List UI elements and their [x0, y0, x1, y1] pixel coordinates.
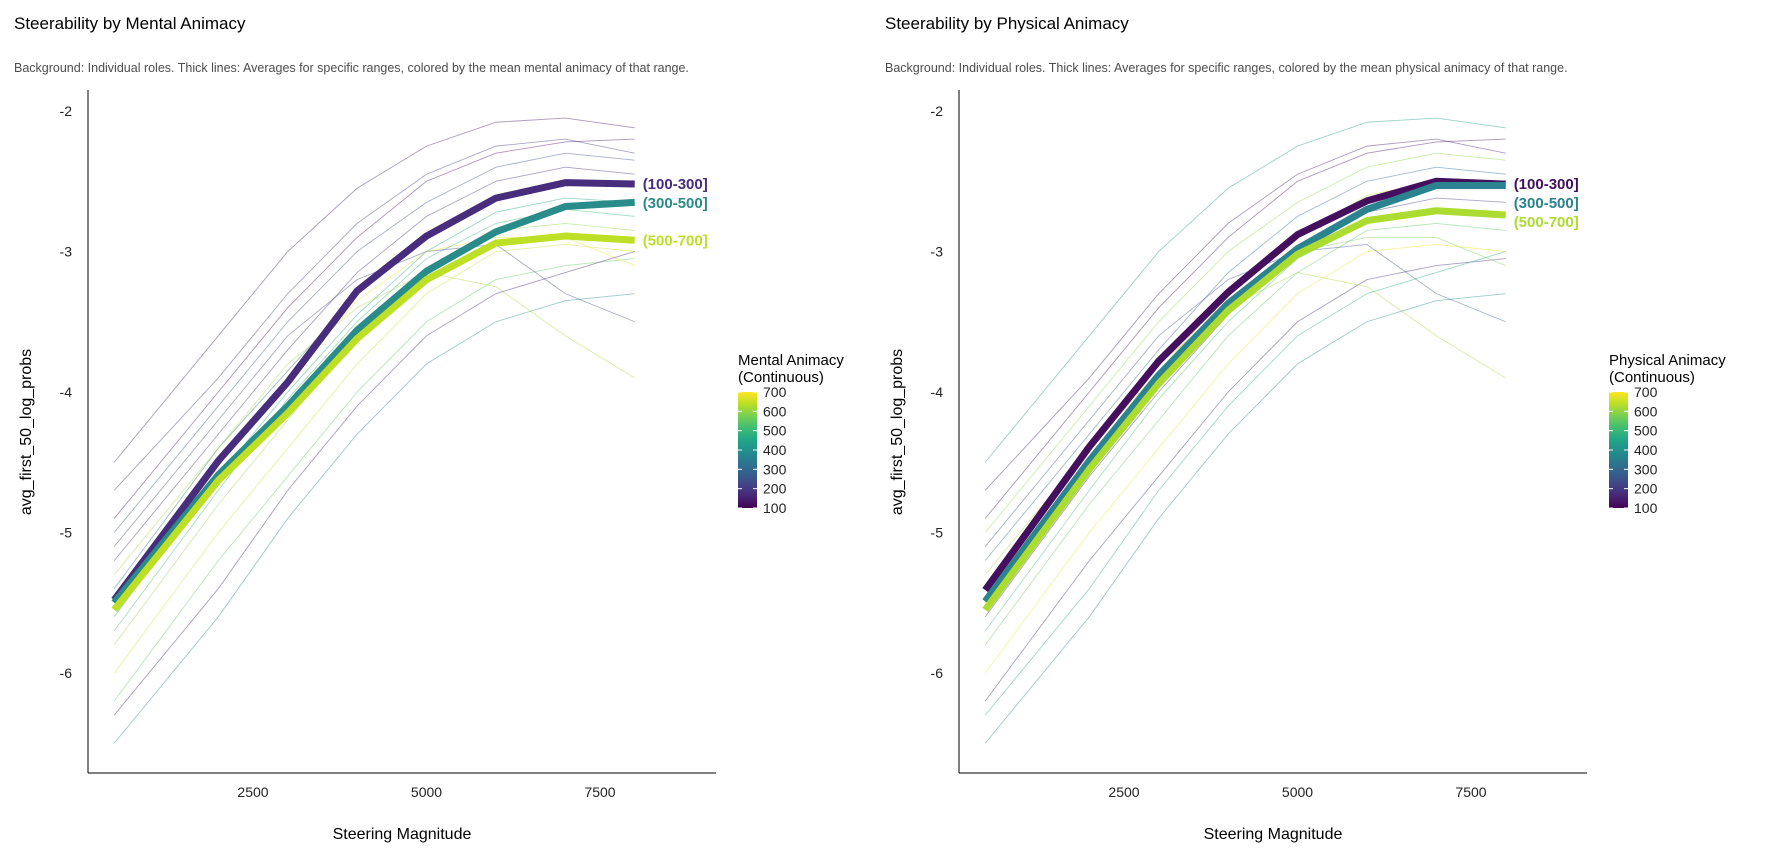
role-line	[984, 138, 1506, 491]
colorbar-legend: Mental Animacy(Continuous) 100 200 300 400 50…	[738, 352, 844, 516]
colorbar-tick-label: 300	[1634, 461, 1658, 477]
role-line	[984, 117, 1506, 463]
role-line	[984, 222, 1506, 646]
y-tick-label: -5	[60, 525, 73, 541]
colorbar-tick-label: 500	[1634, 423, 1658, 439]
series-end-label: (100-300]	[643, 176, 708, 193]
role-line	[113, 166, 635, 561]
y-tick-label: -4	[60, 384, 73, 400]
colorbar-tick-label: 600	[1634, 403, 1658, 419]
role-line	[113, 138, 635, 491]
range-average-line	[982, 181, 1506, 604]
x-tick-label: 7500	[584, 784, 615, 800]
range-average-line	[111, 232, 635, 612]
colorbar-tick-label: 700	[763, 384, 787, 400]
role-line	[113, 244, 635, 674]
role-line	[113, 152, 635, 533]
chart-subtitle: Background: Individual roles. Thick line…	[885, 61, 1568, 75]
role-line	[113, 236, 635, 604]
x-tick-label: 2500	[237, 784, 268, 800]
role-line	[113, 180, 635, 589]
colorbar-legend: Physical Animacy(Continuous) 100 200 300 400…	[1609, 352, 1726, 516]
range-average-line	[111, 179, 635, 603]
role-line	[984, 180, 1506, 589]
chart-title: Steerability by Physical Animacy	[885, 14, 1129, 33]
role-line	[113, 117, 635, 463]
chart-panel-2: Steerability by Physical Animacy Backgrou…	[885, 14, 1726, 843]
range-average-line	[111, 198, 635, 605]
y-tick-label: -3	[931, 244, 944, 260]
series-end-label: (500-700]	[643, 232, 708, 249]
colorbar-tick-label: 200	[1634, 481, 1658, 497]
role-line	[113, 258, 635, 702]
y-axis-title: avg_first_50_log_probs	[18, 349, 35, 515]
chart-panel-1: Steerability by Mental Animacy Background…	[14, 14, 844, 843]
x-axis-title: Steering Magnitude	[1204, 826, 1343, 843]
colorbar-tick-label: 700	[1634, 384, 1658, 400]
colorbar-tick-label: 100	[763, 500, 787, 516]
range-average-line	[982, 177, 1506, 593]
colorbar-tick-label: 500	[763, 423, 787, 439]
colorbar-tick-label: 100	[1634, 500, 1658, 516]
role-line	[113, 138, 635, 519]
role-line	[984, 166, 1506, 561]
legend-title: (Continuous)	[738, 369, 824, 386]
y-axis-title: avg_first_50_log_probs	[889, 349, 906, 515]
role-line	[113, 222, 635, 646]
y-tick-label: -4	[931, 384, 944, 400]
series-end-label: (300-500]	[1514, 195, 1579, 212]
series-end-label: (500-700]	[1514, 214, 1579, 231]
y-tick-label: -2	[60, 103, 73, 119]
colorbar-tick-label: 600	[763, 403, 787, 419]
role-line	[984, 152, 1506, 533]
colorbar	[738, 392, 757, 508]
series-end-label: (100-300]	[1514, 176, 1579, 193]
chart-subtitle: Background: Individual roles. Thick line…	[14, 61, 689, 75]
colorbar-tick-label: 200	[763, 481, 787, 497]
x-tick-label: 5000	[411, 784, 442, 800]
role-line	[984, 251, 1506, 716]
role-line	[984, 258, 1506, 702]
range-average-line	[982, 207, 1506, 612]
role-line	[113, 272, 635, 575]
role-line	[984, 138, 1506, 519]
role-line	[984, 293, 1506, 744]
role-line	[984, 197, 1506, 618]
legend-title: Mental Animacy	[738, 352, 844, 369]
y-tick-label: -6	[60, 665, 73, 681]
y-tick-label: -2	[931, 103, 944, 119]
y-tick-label: -3	[60, 244, 73, 260]
series-end-label: (300-500]	[643, 195, 708, 212]
y-tick-label: -6	[931, 665, 944, 681]
colorbar	[1609, 392, 1628, 508]
role-line	[113, 251, 635, 716]
colorbar-tick-label: 400	[1634, 442, 1658, 458]
x-axis-title: Steering Magnitude	[333, 826, 472, 843]
colorbar-tick-label: 300	[763, 461, 787, 477]
y-tick-label: -5	[931, 525, 944, 541]
role-line	[113, 197, 635, 618]
legend-title: (Continuous)	[1609, 369, 1695, 386]
chart-title: Steerability by Mental Animacy	[14, 14, 246, 33]
x-tick-label: 7500	[1455, 784, 1486, 800]
role-line	[984, 244, 1506, 674]
x-tick-label: 5000	[1282, 784, 1313, 800]
legend-title: Physical Animacy	[1609, 352, 1726, 369]
x-tick-label: 2500	[1108, 784, 1139, 800]
role-line	[113, 293, 635, 744]
colorbar-tick-label: 400	[763, 442, 787, 458]
